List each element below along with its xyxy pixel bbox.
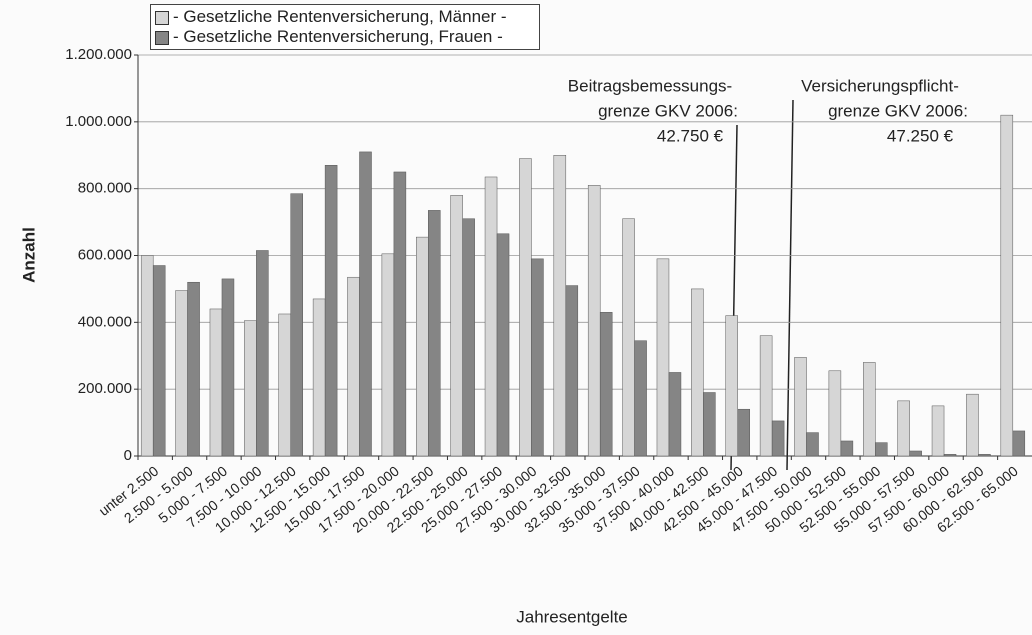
bar <box>875 442 888 457</box>
bar <box>450 195 463 457</box>
annotation: Versicherungspflicht- <box>801 76 959 95</box>
annotation: Beitragsbemessungs- <box>568 76 732 95</box>
y-axis-title: Anzahl <box>19 227 38 283</box>
bar <box>462 218 475 457</box>
legend: - Gesetzliche Rentenversicherung, Männer… <box>150 4 540 50</box>
y-tick-label: 1.000.000 <box>65 113 132 130</box>
y-tick-label: 200.000 <box>78 380 132 397</box>
bar <box>290 193 303 457</box>
bar <box>140 255 154 457</box>
bar <box>897 400 910 457</box>
bar <box>587 185 601 457</box>
bar <box>1000 114 1014 457</box>
bar <box>806 432 819 457</box>
bar <box>152 265 166 457</box>
legend-swatch <box>155 11 169 25</box>
bar <box>794 357 807 457</box>
y-tick-label: 1.200.000 <box>65 46 132 63</box>
bar <box>381 253 395 457</box>
bar <box>221 278 235 457</box>
bar <box>187 281 200 457</box>
bar <box>622 218 635 457</box>
bar <box>668 372 682 457</box>
bar <box>737 408 750 457</box>
y-tick-label: 600.000 <box>78 246 132 263</box>
bar <box>324 165 338 457</box>
x-axis-title: Jahresentgelte <box>516 607 628 626</box>
bar <box>840 440 854 457</box>
bar <box>943 454 957 457</box>
bar <box>828 370 842 457</box>
annotation: 42.750 € <box>657 126 724 145</box>
bar <box>484 176 498 457</box>
bar <box>931 405 945 457</box>
bar <box>209 308 223 457</box>
bar <box>771 420 785 457</box>
bar <box>393 171 407 457</box>
bar <box>909 450 922 457</box>
legend-label: - Gesetzliche Rentenversicherung, Männer… <box>173 7 507 26</box>
bar <box>656 258 670 457</box>
bar <box>416 236 429 457</box>
annotation: grenze GKV 2006: <box>598 101 738 120</box>
legend-item: - Gesetzliche Rentenversicherung, Frauen… <box>155 27 535 47</box>
bar <box>553 155 567 457</box>
bar <box>863 362 876 457</box>
bar <box>244 320 257 457</box>
bar <box>359 151 372 457</box>
y-tick-label: 400.000 <box>78 313 132 330</box>
bar <box>519 158 532 457</box>
bar <box>725 315 738 457</box>
y-tick-label: 800.000 <box>78 180 132 197</box>
bar <box>496 233 510 457</box>
bar <box>312 298 326 457</box>
bar <box>966 393 979 457</box>
bar <box>428 210 441 457</box>
legend-swatch <box>155 31 169 45</box>
bar <box>703 392 716 457</box>
bar <box>175 290 188 457</box>
bar <box>759 335 773 457</box>
annotation: grenze GKV 2006: <box>828 101 968 120</box>
bar <box>634 340 647 457</box>
bar <box>531 258 544 457</box>
bar <box>256 250 269 457</box>
y-tick-label: 0 <box>124 447 132 464</box>
bar <box>565 285 579 457</box>
bar <box>278 313 291 457</box>
legend-label: - Gesetzliche Rentenversicherung, Frauen… <box>173 27 503 46</box>
annotation: 47.250 € <box>887 126 954 145</box>
threshold-line <box>786 99 794 471</box>
bar <box>691 288 704 457</box>
bar <box>1012 430 1026 457</box>
bar <box>347 276 360 457</box>
legend-item: - Gesetzliche Rentenversicherung, Männer… <box>155 7 535 27</box>
bar <box>978 454 991 457</box>
bar <box>599 312 613 457</box>
